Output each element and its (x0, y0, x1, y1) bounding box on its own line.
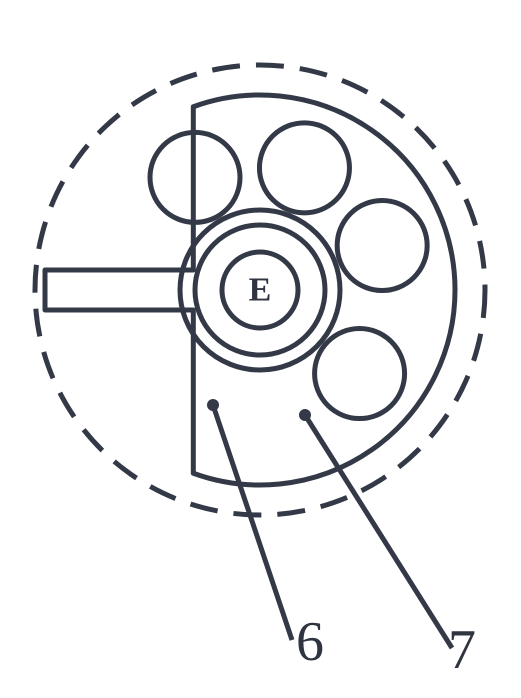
center-label: E (249, 272, 272, 309)
label-6: 6 (296, 611, 324, 673)
mechanical-diagram: E 6 7 (0, 0, 521, 698)
label-7: 7 (448, 619, 476, 681)
